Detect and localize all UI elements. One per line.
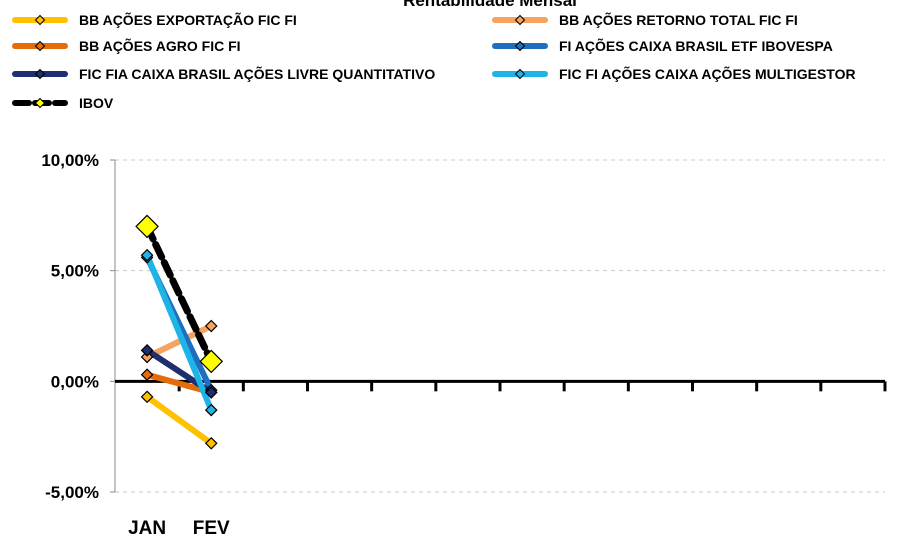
- x-tick-label: FEV: [193, 518, 230, 538]
- series-0-point-1: [204, 436, 218, 450]
- legend-label: BB AÇÕES AGRO FIC FI: [79, 37, 241, 54]
- gridlines: [115, 159, 885, 493]
- x-tick-label: JAN: [128, 518, 166, 538]
- y-tick-label: 5,00%: [51, 262, 99, 281]
- series-4-point-1: [204, 386, 218, 399]
- series-markers: [135, 214, 224, 450]
- legend-item-6: IBOV: [12, 95, 114, 111]
- legend-label: FI AÇÕES CAIXA BRASIL ETF IBOVESPA: [559, 37, 833, 54]
- series-5-point-1: [204, 403, 218, 417]
- y-tick-label: 10,00%: [41, 151, 99, 170]
- series-line-6: [143, 222, 215, 365]
- series-0-point-0: [140, 390, 154, 404]
- series-6-point-0: [135, 214, 159, 239]
- legend-swatch-marker: [34, 68, 46, 80]
- series-1-point-1: [204, 319, 218, 333]
- y-tick-label: 0,00%: [51, 372, 99, 391]
- y-axis: -5,00% 0,00% 5,00% 10,00%: [41, 151, 116, 502]
- series-line-0: [144, 393, 215, 447]
- legend-label: FIC FIA CAIXA BRASIL AÇÕES LIVRE QUANTIT…: [79, 65, 435, 82]
- legend-item-1: BB AÇÕES RETORNO TOTAL FIC FI: [492, 11, 798, 28]
- legend-item-0: BB AÇÕES EXPORTAÇÃO FIC FI: [12, 11, 297, 28]
- series-line-1: [144, 323, 215, 360]
- legend: BB AÇÕES EXPORTAÇÃO FIC FI BB AÇÕES RETOR…: [12, 11, 856, 111]
- series-lines: [143, 222, 215, 447]
- series-2-point-0: [140, 368, 154, 382]
- legend-item-5: FIC FI AÇÕES CAIXA AÇÕES MULTIGESTOR: [492, 65, 856, 82]
- x-axis: JAN FEV: [115, 379, 887, 539]
- legend-label: FIC FI AÇÕES CAIXA AÇÕES MULTIGESTOR: [559, 65, 856, 82]
- legend-swatch-marker: [34, 97, 46, 109]
- legend-swatch-marker: [514, 40, 526, 52]
- chart-title: Rentabilidade Mensal: [403, 0, 577, 10]
- series-line-5: [144, 252, 215, 414]
- series-6-point-1: [199, 349, 224, 374]
- legend-label: IBOV: [79, 95, 114, 111]
- legend-item-3: FI AÇÕES CAIXA BRASIL ETF IBOVESPA: [492, 37, 833, 54]
- legend-swatch-marker: [34, 40, 46, 52]
- legend-label: BB AÇÕES RETORNO TOTAL FIC FI: [559, 11, 798, 28]
- series-5-point-0: [140, 248, 154, 262]
- series-4-point-0: [140, 343, 154, 357]
- legend-item-4: FIC FIA CAIXA BRASIL AÇÕES LIVRE QUANTIT…: [12, 65, 435, 82]
- legend-label: BB AÇÕES EXPORTAÇÃO FIC FI: [79, 11, 297, 28]
- y-tick-label: -5,00%: [45, 483, 99, 502]
- legend-swatch-marker: [34, 14, 46, 26]
- series-1-point-0: [140, 350, 154, 364]
- legend-item-2: BB AÇÕES AGRO FIC FI: [12, 37, 241, 54]
- legend-swatch-marker: [514, 68, 526, 80]
- legend-swatch-marker: [514, 14, 526, 26]
